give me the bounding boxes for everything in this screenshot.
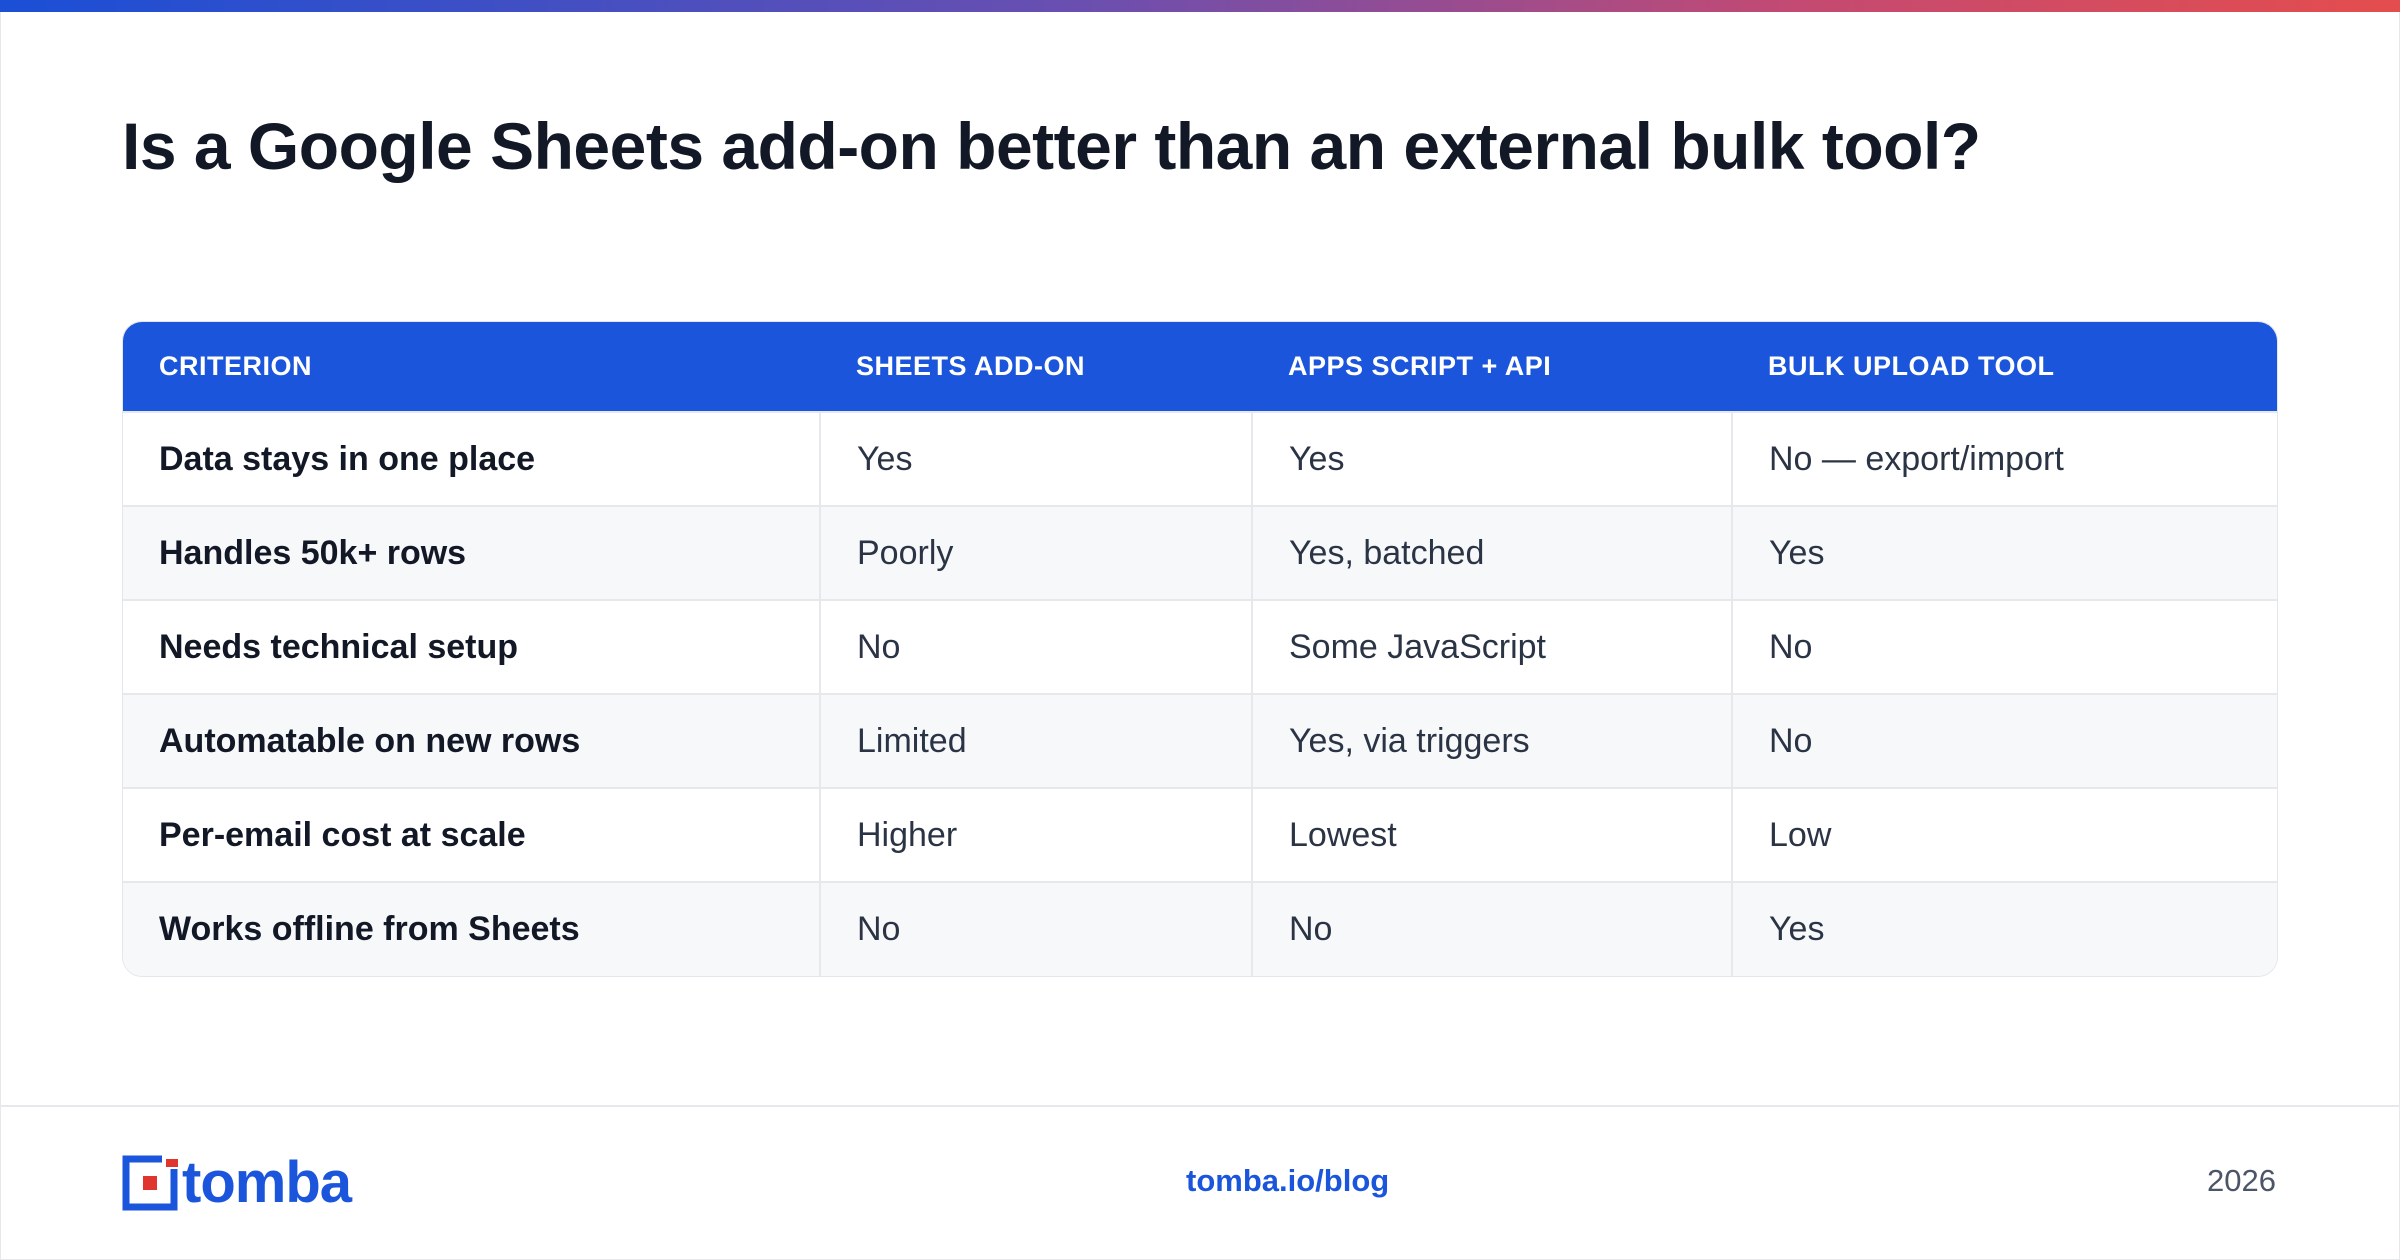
bulk-upload-tool-cell: Yes (1731, 505, 2277, 600)
table-row: Works offline from Sheets No No Yes (123, 881, 2277, 976)
bulk-upload-tool-cell: No — export/import (1731, 411, 2277, 506)
bulk-upload-tool-cell: No (1731, 599, 2277, 694)
header-apps-script-api: APPS SCRIPT + API (1252, 322, 1732, 412)
header-criterion: CRITERION (123, 322, 820, 412)
criterion-cell: Automatable on new rows (123, 693, 820, 788)
sheets-add-on-cell: No (819, 881, 1252, 976)
criterion-cell: Handles 50k+ rows (123, 505, 820, 600)
apps-script-api-cell: Lowest (1251, 787, 1732, 882)
apps-script-api-cell: Some JavaScript (1251, 599, 1732, 694)
bulk-upload-tool-cell: Low (1731, 787, 2277, 882)
header-sheets-add-on: SHEETS ADD-ON (820, 322, 1252, 412)
sheets-add-on-cell: Poorly (819, 505, 1252, 600)
tomba-logo[interactable]: tomba (122, 1150, 352, 1215)
sheets-add-on-cell: Limited (819, 693, 1252, 788)
comparison-table: CRITERION SHEETS ADD-ON APPS SCRIPT + AP… (122, 321, 2278, 977)
apps-script-api-cell: No (1251, 881, 1732, 976)
bulk-upload-tool-cell: No (1731, 693, 2277, 788)
table-row: Per-email cost at scale Higher Lowest Lo… (123, 787, 2277, 882)
apps-script-api-cell: Yes, batched (1251, 505, 1732, 600)
table-row: Handles 50k+ rows Poorly Yes, batched Ye… (123, 505, 2277, 600)
footer-year: 2026 (2207, 1163, 2276, 1198)
table-row: Data stays in one place Yes Yes No — exp… (123, 411, 2277, 506)
sheets-add-on-cell: No (819, 599, 1252, 694)
sheets-add-on-cell: Yes (819, 411, 1252, 506)
logo-text: tomba (182, 1150, 352, 1215)
apps-script-api-cell: Yes (1251, 411, 1732, 506)
bulk-upload-tool-cell: Yes (1731, 881, 2277, 976)
blog-link[interactable]: tomba.io/blog (1186, 1163, 1390, 1198)
header-bulk-upload-tool: BULK UPLOAD TOOL (1732, 322, 2277, 412)
criterion-cell: Needs technical setup (123, 599, 820, 694)
tomba-logo-icon (122, 1155, 178, 1211)
page-title: Is a Google Sheets add-on better than an… (122, 109, 1981, 183)
table-row: Automatable on new rows Limited Yes, via… (123, 693, 2277, 788)
table-header-row: CRITERION SHEETS ADD-ON APPS SCRIPT + AP… (123, 322, 2277, 412)
top-accent-bar (0, 0, 2400, 12)
sheets-add-on-cell: Higher (819, 787, 1252, 882)
criterion-cell: Works offline from Sheets (123, 881, 820, 976)
criterion-cell: Per-email cost at scale (123, 787, 820, 882)
footer-divider (0, 1105, 2400, 1107)
apps-script-api-cell: Yes, via triggers (1251, 693, 1732, 788)
criterion-cell: Data stays in one place (123, 411, 820, 506)
table-row: Needs technical setup No Some JavaScript… (123, 599, 2277, 694)
